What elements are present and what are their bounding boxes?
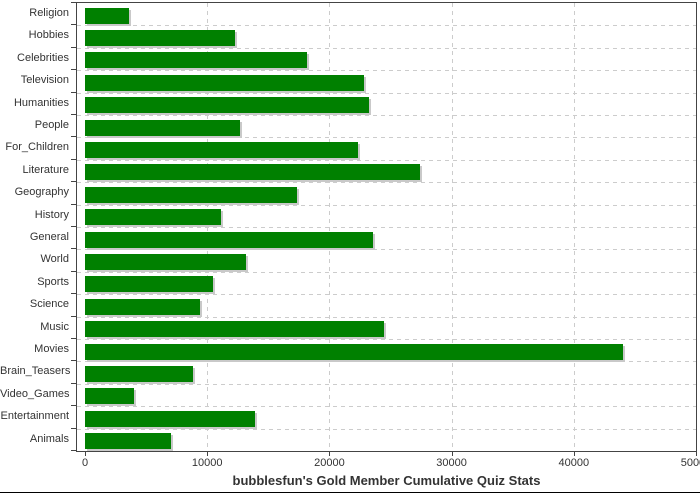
y-axis-tick [71, 338, 76, 339]
ylabel-sports: Sports [37, 275, 69, 288]
gridline-row-boundary [77, 249, 696, 250]
ylabel-religion: Religion [29, 7, 69, 19]
bar-hobbies [85, 29, 235, 46]
ylabel-video-games: Video_Games [0, 387, 70, 400]
bar-humanities [85, 97, 369, 114]
x-axis-label-50000: 50000 [680, 457, 700, 469]
x-axis-tick [207, 452, 209, 456]
bar-brain-teasers [85, 365, 193, 382]
gridline-row-boundary [77, 272, 696, 273]
bar-music [85, 321, 384, 338]
bar-world [85, 253, 246, 270]
bar-general [85, 231, 374, 248]
gridline-row-boundary [77, 93, 696, 94]
y-axis-tick [71, 203, 76, 205]
plot-area [76, 2, 697, 452]
gridline-row-boundary [77, 137, 696, 138]
bar-geography [85, 186, 298, 203]
ylabel-geography: Geography [14, 186, 69, 199]
bar-entertainment [85, 410, 256, 427]
y-axis-tick [71, 315, 76, 317]
ylabel-people: People [34, 119, 69, 131]
y-axis-tick [71, 69, 76, 71]
y-axis-tick [71, 158, 76, 160]
ylabel-television: Television [20, 74, 69, 87]
ylabel-hobbies: Hobbies [28, 29, 69, 42]
gridline-row-boundary [77, 339, 696, 340]
ylabel-history: History [34, 208, 69, 221]
x-axis-tick [573, 452, 575, 456]
y-axis-tick [71, 24, 76, 26]
gridline-row-boundary [77, 182, 696, 183]
ylabel-music: Music [40, 320, 69, 333]
y-axis-tick [71, 382, 76, 384]
bar-science [85, 298, 201, 315]
bar-religion [85, 7, 129, 24]
bar-history [85, 209, 222, 226]
x-axis-tick [696, 452, 697, 456]
y-axis-tick [71, 136, 76, 138]
bar-sports [85, 276, 214, 293]
gridline-row-boundary [77, 429, 696, 430]
x-axis-label-30000: 30000 [436, 457, 467, 469]
y-axis-tick [71, 405, 76, 407]
bottom-border-line [0, 492, 700, 493]
gridline-row-boundary [77, 205, 696, 206]
gridline-row-boundary [77, 384, 696, 385]
y-axis-tick [71, 248, 76, 250]
gridline-row-boundary [77, 361, 696, 362]
x-axis-tick [329, 452, 331, 456]
ylabel-humanities: Humanities [13, 96, 69, 109]
y-axis-tick [71, 427, 76, 429]
gridline-row-boundary [77, 70, 696, 71]
bar-television [85, 74, 365, 91]
x-axis-tick [451, 452, 453, 456]
y-axis-tick [71, 114, 76, 115]
ylabel-celebrities: Celebrities [17, 51, 69, 64]
ylabel-literature: Literature [22, 163, 69, 176]
bar-animals [85, 433, 172, 450]
y-axis-tick [71, 360, 76, 362]
ylabel-for-children: For_Children [5, 141, 69, 154]
ylabel-general: General [29, 231, 69, 243]
y-axis-tick [71, 270, 76, 272]
ylabel-entertainment: Entertainment [0, 410, 69, 423]
gridline-row-boundary [77, 48, 696, 49]
y-axis-tick [71, 46, 76, 48]
bar-for-children [85, 141, 358, 158]
gridline-row-boundary [77, 115, 696, 116]
x-axis-label-10000: 10000 [191, 457, 223, 469]
bar-video-games [85, 388, 135, 405]
bar-celebrities [85, 52, 308, 69]
gridline-row-boundary [77, 25, 696, 26]
y-axis-tick [71, 293, 76, 295]
x-axis-tick [85, 452, 86, 456]
y-axis-tick [71, 181, 76, 183]
ylabel-movies: Movies [34, 343, 69, 355]
ylabel-animals: Animals [29, 432, 69, 445]
gridline-row-boundary [77, 406, 696, 407]
ylabel-science: Science [29, 298, 69, 311]
chart-title: bubblesfun's Gold Member Cumulative Quiz… [232, 473, 541, 488]
bar-people [85, 119, 240, 136]
x-axis-label-40000: 40000 [558, 457, 590, 469]
x-axis-label-20000: 20000 [314, 457, 345, 469]
gridline-row-boundary [77, 160, 696, 161]
ylabel-brain-teasers: Brain_Teasers [0, 365, 71, 378]
bar-movies [85, 343, 624, 360]
y-axis-tick [71, 2, 76, 3]
gridline-row-boundary [77, 294, 696, 295]
x-axis-label-0: 0 [81, 457, 89, 469]
y-axis-tick [71, 91, 76, 93]
y-axis-tick [71, 226, 76, 227]
gridline-row-boundary [77, 227, 696, 228]
ylabel-world: World [40, 253, 69, 266]
bar-literature [85, 164, 420, 181]
y-axis-tick [71, 450, 76, 451]
gridline-row-boundary [77, 317, 696, 318]
